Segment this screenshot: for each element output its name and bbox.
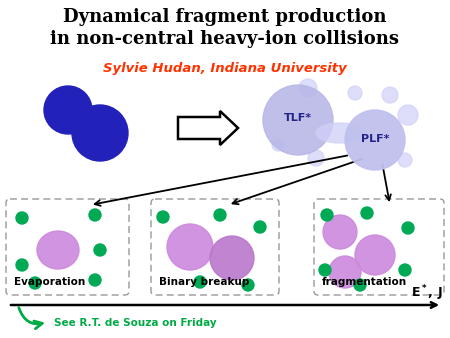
Circle shape xyxy=(321,209,333,221)
Circle shape xyxy=(348,86,362,100)
Circle shape xyxy=(89,274,101,286)
Text: See R.T. de Souza on Friday: See R.T. de Souza on Friday xyxy=(54,318,216,328)
Circle shape xyxy=(72,105,128,161)
Circle shape xyxy=(345,110,405,170)
Circle shape xyxy=(263,85,333,155)
Circle shape xyxy=(16,259,28,271)
Ellipse shape xyxy=(37,231,79,269)
Text: fragmentation: fragmentation xyxy=(322,277,407,287)
FancyBboxPatch shape xyxy=(314,199,444,295)
Circle shape xyxy=(361,207,373,219)
Text: Evaporation: Evaporation xyxy=(14,277,85,287)
Circle shape xyxy=(16,212,28,224)
Circle shape xyxy=(272,139,284,151)
Circle shape xyxy=(242,279,254,291)
FancyArrowPatch shape xyxy=(19,308,42,329)
Circle shape xyxy=(398,153,412,167)
Circle shape xyxy=(398,105,418,125)
Text: TLF*: TLF* xyxy=(284,113,312,123)
Circle shape xyxy=(319,264,331,276)
Circle shape xyxy=(399,264,411,276)
Circle shape xyxy=(382,87,398,103)
Circle shape xyxy=(355,235,395,275)
Text: Sylvie Hudan, Indiana University: Sylvie Hudan, Indiana University xyxy=(103,62,347,75)
Circle shape xyxy=(308,150,324,166)
Text: Binary breakup: Binary breakup xyxy=(159,277,249,287)
Circle shape xyxy=(402,222,414,234)
FancyBboxPatch shape xyxy=(6,199,129,295)
Text: in non-central heavy-ion collisions: in non-central heavy-ion collisions xyxy=(50,30,400,48)
Circle shape xyxy=(167,224,213,270)
Circle shape xyxy=(299,79,317,97)
Circle shape xyxy=(329,256,361,288)
Circle shape xyxy=(354,279,366,291)
Circle shape xyxy=(89,209,101,221)
Text: PLF*: PLF* xyxy=(361,134,389,144)
Circle shape xyxy=(44,86,92,134)
Circle shape xyxy=(323,215,357,249)
Circle shape xyxy=(210,236,254,280)
Circle shape xyxy=(194,276,206,288)
Text: Dynamical fragment production: Dynamical fragment production xyxy=(63,8,387,26)
Text: $\mathbf{E^*}$, J: $\mathbf{E^*}$, J xyxy=(411,283,443,303)
Circle shape xyxy=(254,221,266,233)
FancyArrow shape xyxy=(178,111,238,145)
Circle shape xyxy=(214,209,226,221)
Circle shape xyxy=(94,244,106,256)
Ellipse shape xyxy=(316,123,364,143)
Circle shape xyxy=(157,211,169,223)
Circle shape xyxy=(29,277,41,289)
FancyBboxPatch shape xyxy=(151,199,279,295)
